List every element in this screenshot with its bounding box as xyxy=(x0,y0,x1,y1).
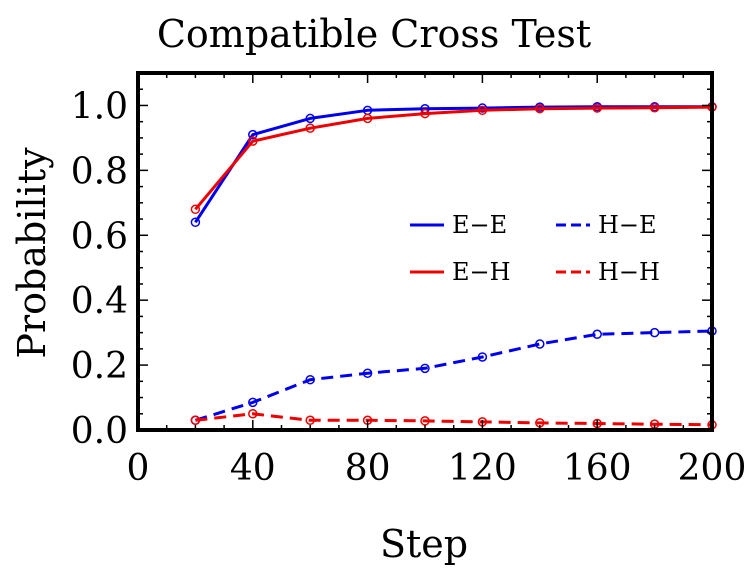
series-line-1 xyxy=(194,105,713,211)
data-point-2-3 xyxy=(362,368,373,378)
chart-title: Compatible Cross Test xyxy=(157,12,591,56)
series-line-0 xyxy=(194,105,712,224)
x-tick-label: 0 xyxy=(127,448,150,489)
legend-label-3: H−H xyxy=(598,258,660,286)
data-point-2-7 xyxy=(592,329,602,340)
series-line-3 xyxy=(195,412,713,427)
data-point-1-0 xyxy=(190,204,201,215)
legend: E−E E−H H−E H−H xyxy=(410,211,660,286)
y-tick-label: 0.0 xyxy=(71,411,128,452)
series-line-2 xyxy=(194,329,713,422)
series-2 xyxy=(190,326,717,426)
data-point-2-2 xyxy=(305,374,315,385)
data-point-3-4 xyxy=(420,416,430,426)
x-axis-label: Step xyxy=(380,522,468,566)
x-tick-label: 160 xyxy=(563,448,632,489)
x-tick-label: 40 xyxy=(230,448,276,489)
y-tick-label: 1.0 xyxy=(71,86,128,127)
data-point-1-1 xyxy=(248,136,258,146)
data-point-2-5 xyxy=(477,352,488,362)
data-point-2-1 xyxy=(248,397,258,408)
legend-item-2: H−E xyxy=(556,211,657,239)
data-point-1-8 xyxy=(649,102,660,113)
data-point-3-2 xyxy=(305,415,315,426)
series-0 xyxy=(190,102,717,228)
data-point-0-1 xyxy=(248,129,258,140)
data-point-1-3 xyxy=(362,113,373,124)
data-point-3-1 xyxy=(248,409,258,419)
data-point-2-4 xyxy=(420,363,430,374)
ticks-layer: 0 40 80 120 160 200 0.0 0.2 0.4 0.6 0.8 1.0 xyxy=(71,72,747,489)
y-tick-label: 0.2 xyxy=(71,346,128,387)
x-tick-label: 120 xyxy=(448,448,517,489)
y-tick-label: 0.6 xyxy=(71,216,128,257)
data-point-2-6 xyxy=(535,339,545,349)
data-point-1-5 xyxy=(477,105,488,116)
legend-label-1: E−H xyxy=(452,258,511,286)
legend-item-0: E−E xyxy=(410,211,507,239)
data-point-0-0 xyxy=(190,217,201,228)
series-1 xyxy=(190,102,717,215)
legend-item-3: H−H xyxy=(556,258,660,286)
y-tick-label: 0.8 xyxy=(71,151,128,192)
data-point-1-7 xyxy=(592,103,602,113)
data-point-0-2 xyxy=(305,113,315,124)
data-point-1-2 xyxy=(305,123,315,133)
plot-frame xyxy=(136,71,714,432)
x-tick-label: 80 xyxy=(345,448,391,489)
legend-label-2: H−E xyxy=(598,211,657,239)
legend-item-1: E−H xyxy=(410,258,511,286)
x-tick-label: 200 xyxy=(678,448,747,489)
data-point-1-6 xyxy=(535,103,545,114)
series-layer xyxy=(190,102,717,430)
data-point-1-4 xyxy=(420,108,430,119)
data-point-3-0 xyxy=(190,415,201,426)
y-axis-label: Probability xyxy=(10,147,54,359)
y-tick-label: 0.4 xyxy=(71,281,128,322)
data-point-2-8 xyxy=(649,327,660,338)
legend-label-0: E−E xyxy=(452,211,507,239)
